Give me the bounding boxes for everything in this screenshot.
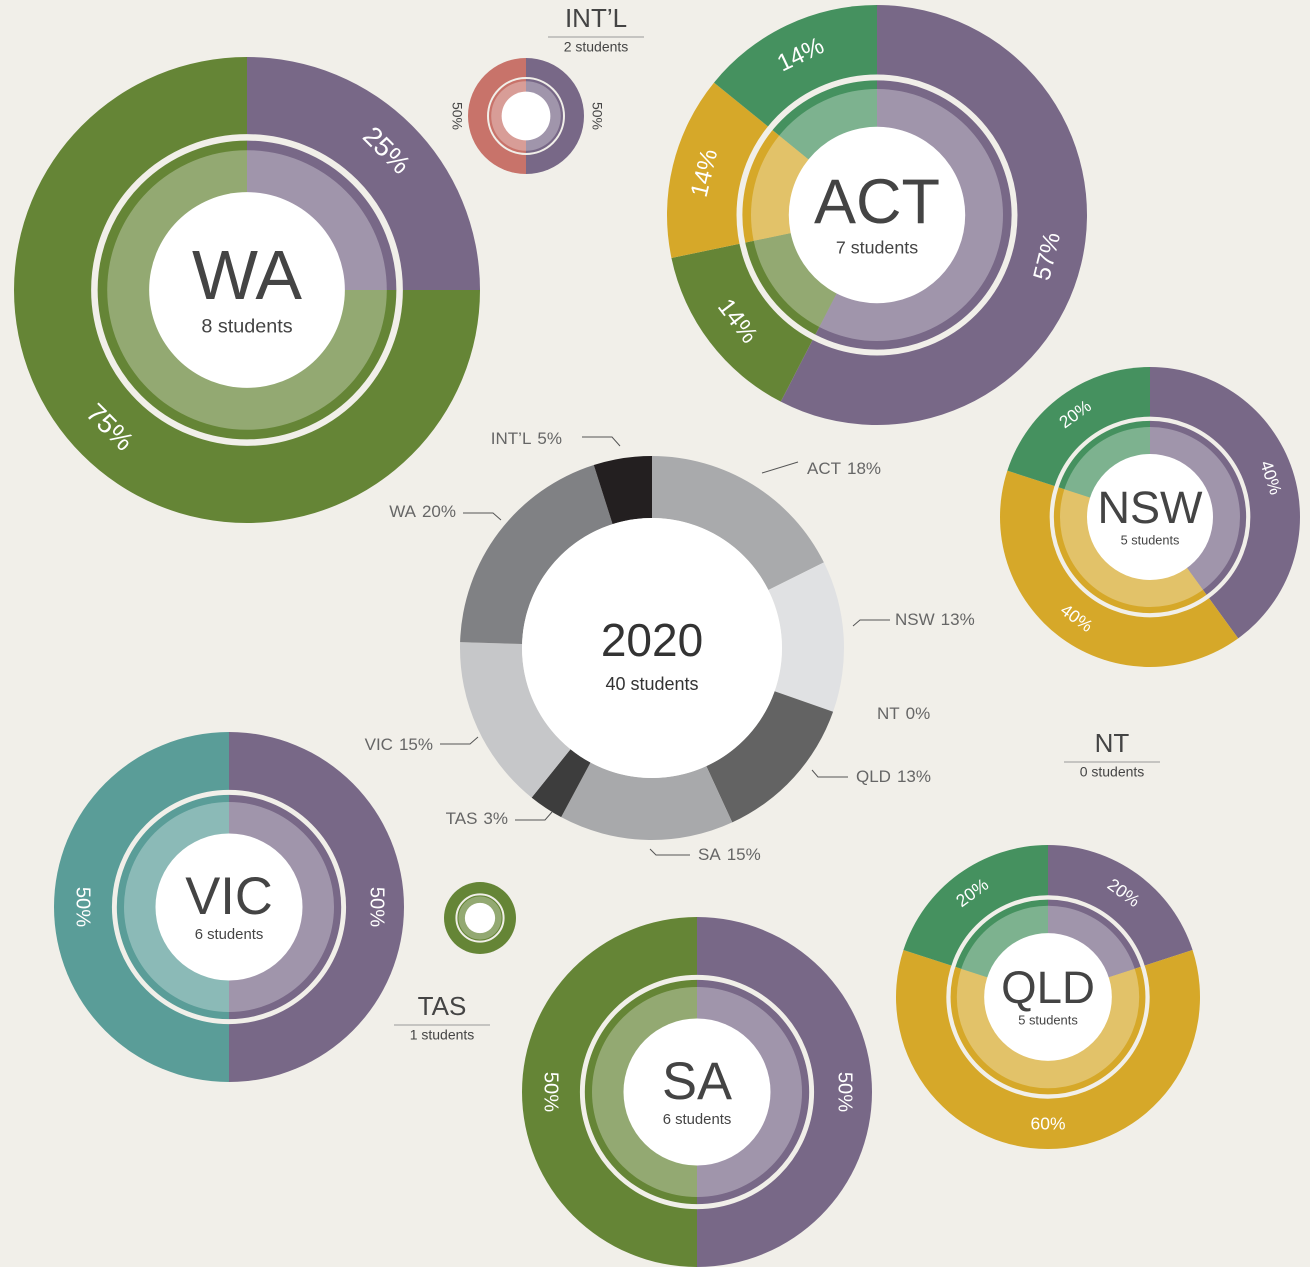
percent-label: 3%: [483, 809, 508, 828]
center: [788, 126, 966, 304]
category-name: NT: [877, 704, 900, 723]
leader-line: [761, 461, 799, 474]
segment-label: QLD 13%: [856, 767, 931, 786]
category-name: TAS: [446, 809, 478, 828]
segment-label: NSW 13%: [895, 610, 975, 629]
segment: [593, 456, 652, 525]
separator-ring: [487, 77, 565, 155]
chart-title: 2020: [601, 614, 703, 666]
segment-label: VIC 15%: [365, 735, 433, 754]
center: [149, 192, 345, 388]
percent-label: 15%: [399, 735, 433, 754]
separator-ring: [455, 893, 505, 943]
percent-label: 50%: [589, 102, 605, 130]
category-name: ACT: [807, 459, 841, 478]
percent-label: 13%: [897, 767, 931, 786]
center: [155, 833, 303, 981]
separator-ring: [91, 134, 403, 446]
leader-line: [811, 769, 848, 778]
chart-title: WA: [192, 236, 302, 314]
percent-label: 15%: [727, 845, 761, 864]
percent-label: 0%: [906, 704, 931, 723]
chart-title: ACT: [814, 167, 940, 237]
center: [1087, 454, 1213, 580]
chart-subtitle: 7 students: [836, 237, 918, 257]
leader-line: [515, 811, 553, 821]
leader-line: [649, 848, 690, 856]
percent-label: 60%: [1031, 1113, 1066, 1133]
segment: [459, 642, 571, 798]
segment-label: INT’L 5%: [491, 429, 562, 448]
segment-label: NT 0%: [877, 704, 930, 723]
segment-label: ACT 18%: [807, 459, 881, 478]
percent-label: 18%: [847, 459, 881, 478]
chart-subtitle: 5 students: [1121, 532, 1180, 547]
chart-subtitle: 6 students: [195, 927, 264, 943]
segment: [652, 456, 824, 591]
chart-title: SA: [662, 1052, 732, 1111]
percent-label: 50%: [366, 887, 388, 927]
segment: [561, 762, 733, 841]
segment: [460, 465, 613, 644]
segment-label: TAS 3%: [446, 809, 508, 828]
chart-subtitle: 2 students: [564, 39, 629, 55]
center: [984, 933, 1112, 1061]
category-name: WA: [389, 502, 416, 521]
separator-ring: [946, 895, 1150, 1099]
separator-ring: [111, 789, 347, 1025]
percent-label: 13%: [941, 610, 975, 629]
segment: [706, 691, 834, 823]
percent-label: 50%: [449, 102, 465, 130]
separator-ring: [1049, 416, 1251, 618]
center: [464, 902, 496, 934]
segment: [531, 749, 591, 818]
chart-title: NT: [1095, 728, 1130, 758]
center: [501, 91, 551, 141]
percent-label: 50%: [540, 1072, 562, 1112]
chart-title: TAS: [418, 991, 467, 1021]
percent-label: 5%: [537, 429, 562, 448]
percent-label: 50%: [834, 1072, 856, 1112]
chart-subtitle: 6 students: [663, 1112, 732, 1128]
percent-label: 50%: [72, 887, 94, 927]
leader-line: [463, 512, 502, 521]
center: [623, 1018, 771, 1166]
chart-subtitle: 40 students: [605, 674, 698, 694]
chart-subtitle: 5 students: [1018, 1013, 1078, 1028]
chart-subtitle: 1 students: [410, 1027, 475, 1043]
category-name: QLD: [856, 767, 891, 786]
chart-title: QLD: [1001, 962, 1095, 1013]
chart-title: VIC: [185, 867, 273, 926]
segment: [768, 562, 844, 712]
center: [522, 518, 782, 778]
leader-line: [582, 436, 621, 447]
chart-subtitle: 8 students: [201, 316, 292, 338]
segment-label: WA 20%: [389, 502, 456, 521]
separator-ring: [579, 974, 815, 1210]
chart-subtitle: 0 students: [1080, 764, 1145, 780]
separator-ring: [736, 74, 1018, 356]
chart-title: INT’L: [565, 3, 627, 33]
category-name: NSW: [895, 610, 935, 629]
leader-line: [440, 736, 479, 745]
percent-label: 20%: [422, 502, 456, 521]
category-name: SA: [698, 845, 721, 864]
leader-line: [852, 619, 890, 627]
chart-title: NSW: [1098, 482, 1204, 533]
category-name: VIC: [365, 735, 393, 754]
category-name: INT’L: [491, 429, 532, 448]
segment-label: SA 15%: [698, 845, 761, 864]
